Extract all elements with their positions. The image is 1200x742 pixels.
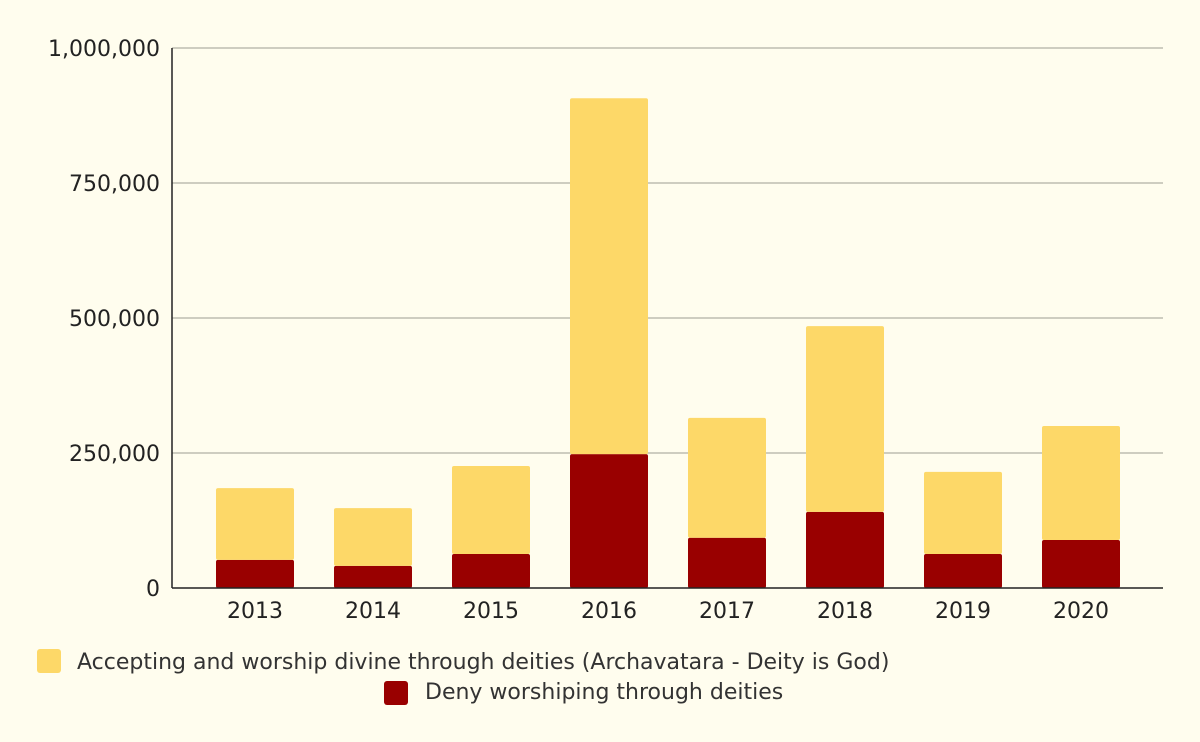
x-tick-label: 2016: [581, 599, 637, 624]
legend-label-deny: Deny worshiping through deities: [425, 680, 783, 705]
bar-accepting-2019: [924, 471, 1002, 554]
y-tick-label: 0: [146, 577, 160, 602]
x-tick-label: 2020: [1053, 599, 1109, 624]
bar-accepting-2017: [688, 417, 766, 538]
bar-accepting-2014: [334, 508, 412, 566]
bar-deny-2017: [688, 537, 766, 588]
bar-deny-2015: [452, 553, 530, 588]
bar-deny-2014: [334, 565, 412, 588]
y-tick-label: 750,000: [69, 172, 160, 197]
y-tick-label: 250,000: [69, 442, 160, 467]
bar-deny-2016: [570, 454, 648, 588]
y-tick-label: 1,000,000: [48, 37, 160, 62]
bar-deny-2018: [806, 511, 884, 588]
bar-accepting-2018: [806, 326, 884, 512]
legend-label-accepting: Accepting and worship divine through dei…: [77, 650, 889, 675]
legend: Accepting and worship divine through dei…: [37, 649, 889, 705]
x-tick-label: 2014: [345, 599, 401, 624]
bar-accepting-2020: [1042, 426, 1120, 540]
bar-deny-2019: [924, 553, 1002, 588]
y-tick-label: 500,000: [69, 307, 160, 332]
bar-accepting-2016: [570, 98, 648, 455]
bar-accepting-2015: [452, 465, 530, 554]
x-tick-label: 2013: [227, 599, 283, 624]
x-tick-label: 2017: [699, 599, 755, 624]
x-tick-label: 2019: [935, 599, 991, 624]
bar-deny-2013: [216, 559, 294, 588]
legend-swatch-accepting: [37, 649, 61, 673]
x-tick-label: 2015: [463, 599, 519, 624]
legend-swatch-deny: [384, 681, 408, 705]
bar-accepting-2013: [216, 488, 294, 560]
x-tick-label: 2018: [817, 599, 873, 624]
bar-deny-2020: [1042, 539, 1120, 588]
